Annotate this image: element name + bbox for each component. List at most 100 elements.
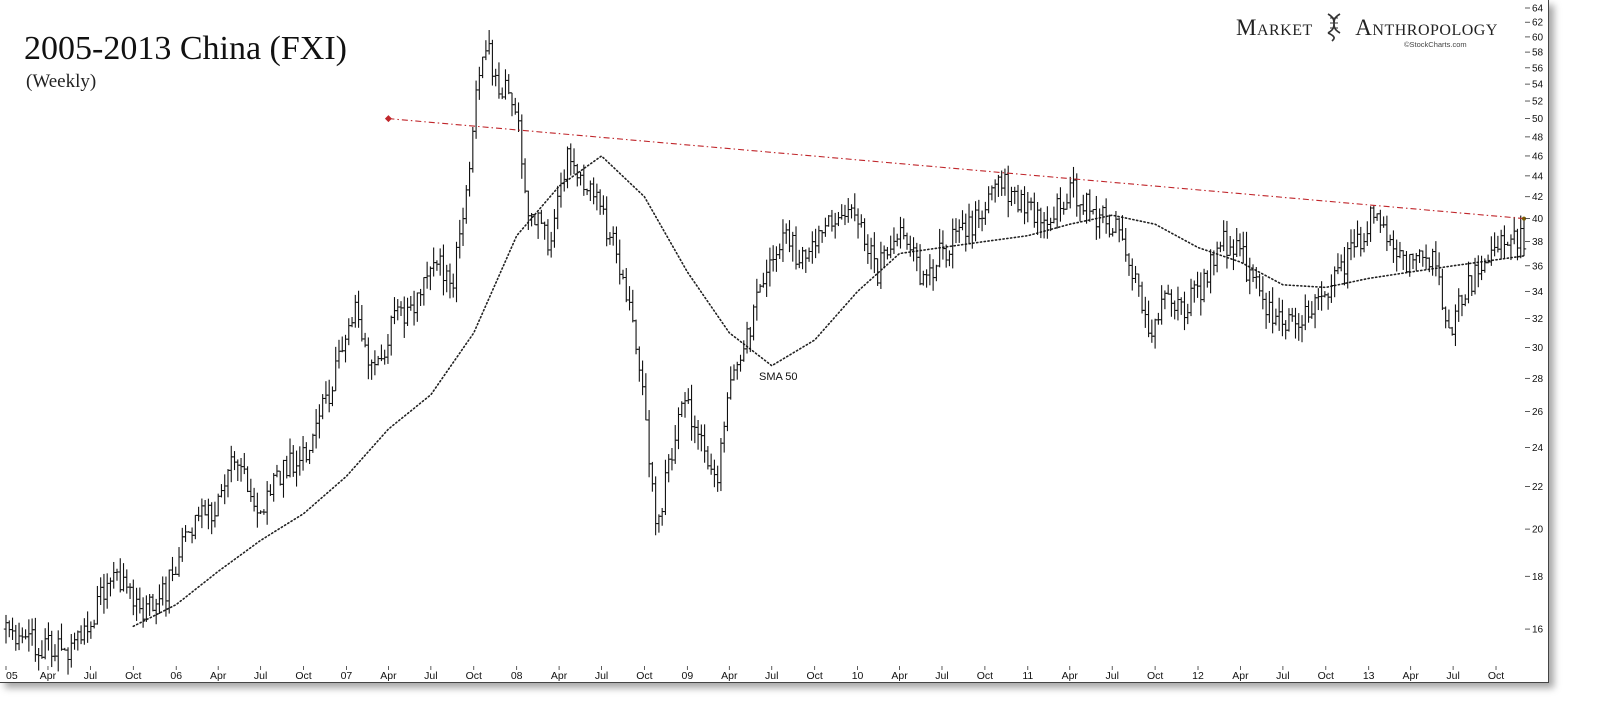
ohlc-bar: [444, 264, 449, 293]
ohlc-bar: [415, 292, 420, 322]
ohlc-bar: [973, 201, 978, 242]
ohlc-bar: [1041, 212, 1047, 239]
ohlc-bar: [467, 161, 472, 197]
ohlc-bar: [1068, 176, 1073, 209]
x-tick-label: Jul: [595, 670, 608, 682]
x-tick: Jul: [1276, 666, 1290, 682]
ohlc-bar: [862, 218, 867, 252]
ohlc-bar: [1156, 312, 1161, 325]
ohlc-bar: [829, 209, 835, 232]
ohlc-bar: [85, 611, 90, 643]
ohlc-bar: [153, 598, 159, 625]
ohlc-bar: [1378, 209, 1383, 233]
ohlc-bar: [52, 644, 58, 662]
ohlc-bar: [108, 577, 113, 597]
ohlc-bar: [46, 622, 51, 651]
ohlc-bar: [996, 174, 1001, 197]
ohlc-bar: [1443, 306, 1448, 329]
ohlc-bar: [1267, 290, 1272, 323]
x-tick: Oct: [295, 666, 312, 682]
x-tick: Oct: [806, 666, 823, 682]
ohlc-bar: [1286, 308, 1292, 332]
ohlc-bar: [1404, 251, 1409, 273]
ohlc-bar: [405, 297, 410, 326]
ohlc-bar: [238, 457, 244, 482]
ohlc-bar: [176, 547, 182, 577]
ohlc-bar: [457, 219, 462, 259]
ohlc-bar: [1035, 201, 1040, 235]
ohlc-bar: [1019, 189, 1024, 213]
y-tick-label: 44: [1532, 171, 1544, 182]
x-tick-label: Oct: [466, 670, 482, 682]
ohlc-bar: [539, 209, 544, 224]
ohlc-bar: [1280, 299, 1285, 337]
ohlc-bar: [229, 445, 234, 483]
ohlc-bar: [1227, 235, 1233, 256]
ohlc-bar: [1512, 216, 1517, 245]
y-tick: 62: [1525, 18, 1544, 29]
y-tick: 58: [1525, 48, 1544, 59]
x-tick-label: Apr: [380, 670, 397, 682]
ohlc-bar: [1329, 274, 1334, 303]
ohlc-bar: [307, 449, 312, 465]
y-tick: 56: [1525, 63, 1544, 74]
ohlc-bar: [375, 355, 381, 366]
ohlc-bar: [424, 261, 430, 289]
ohlc-bar: [885, 246, 890, 260]
x-tick-label: Apr: [40, 670, 57, 682]
ohlc-bar: [434, 260, 440, 271]
ohlc-bar: [878, 241, 884, 289]
ohlc-bar: [1015, 184, 1021, 213]
ohlc-bar: [1463, 294, 1468, 307]
ohlc-bar: [29, 618, 35, 646]
ohlc-bar: [1456, 288, 1461, 322]
x-tick: Apr: [40, 666, 57, 682]
ohlc-bar: [1338, 254, 1344, 272]
ohlc-bar: [59, 623, 64, 651]
ohlc-bar: [1094, 195, 1099, 240]
x-tick: 06: [170, 666, 182, 682]
ohlc-bar: [1361, 233, 1367, 253]
ohlc-bar: [1237, 233, 1243, 257]
ohlc-bar: [1028, 197, 1034, 211]
x-tick: Apr: [1232, 666, 1249, 682]
ohlc-bar: [114, 568, 120, 581]
ohlc-bar: [1097, 208, 1102, 239]
x-tick: Jul: [1105, 666, 1119, 682]
ohlc-bar: [88, 621, 94, 639]
ohlc-bar: [1293, 307, 1298, 339]
ohlc-bar: [793, 226, 799, 270]
ohlc-bar: [927, 254, 933, 286]
y-tick: 42: [1525, 192, 1544, 203]
ohlc-bar: [1133, 265, 1138, 284]
x-tick-label: 05: [6, 670, 18, 682]
x-tick-label: Apr: [891, 670, 908, 682]
ohlc-bar: [23, 629, 28, 640]
ohlc-bar: [1401, 250, 1406, 270]
x-tick-label: Oct: [1147, 670, 1163, 682]
ohlc-bar: [571, 148, 577, 175]
ohlc-bar: [69, 634, 74, 668]
ohlc-bar: [780, 219, 786, 262]
y-tick-label: 32: [1532, 314, 1544, 325]
ohlc-bar: [940, 230, 946, 260]
ohlc-bar: [196, 506, 201, 522]
ohlc-bar: [888, 235, 893, 259]
ohlc-bar: [473, 80, 479, 139]
ohlc-bar: [1345, 242, 1350, 289]
ohlc-bar: [137, 587, 143, 614]
brand-word-1: Market: [1236, 15, 1313, 40]
x-axis: 05 Apr Jul Oct 06 Apr Jul Oct 07 Apr Jul Oct 08 Apr Ju…: [5, 666, 1504, 682]
ohlc-bar: [898, 216, 903, 249]
x-tick-label: Oct: [1318, 670, 1334, 682]
ohlc-bar: [1335, 253, 1341, 275]
ohlc-bar: [3, 614, 9, 644]
ohlc-bar: [1446, 309, 1452, 329]
x-tick-label: Jul: [765, 670, 778, 682]
ohlc-bar: [516, 102, 521, 132]
ohlc-bar: [493, 68, 498, 87]
ohlc-bar: [712, 459, 717, 488]
x-tick: 09: [682, 666, 693, 682]
ohlc-bar: [597, 189, 603, 215]
ohlc-bar: [320, 394, 325, 420]
